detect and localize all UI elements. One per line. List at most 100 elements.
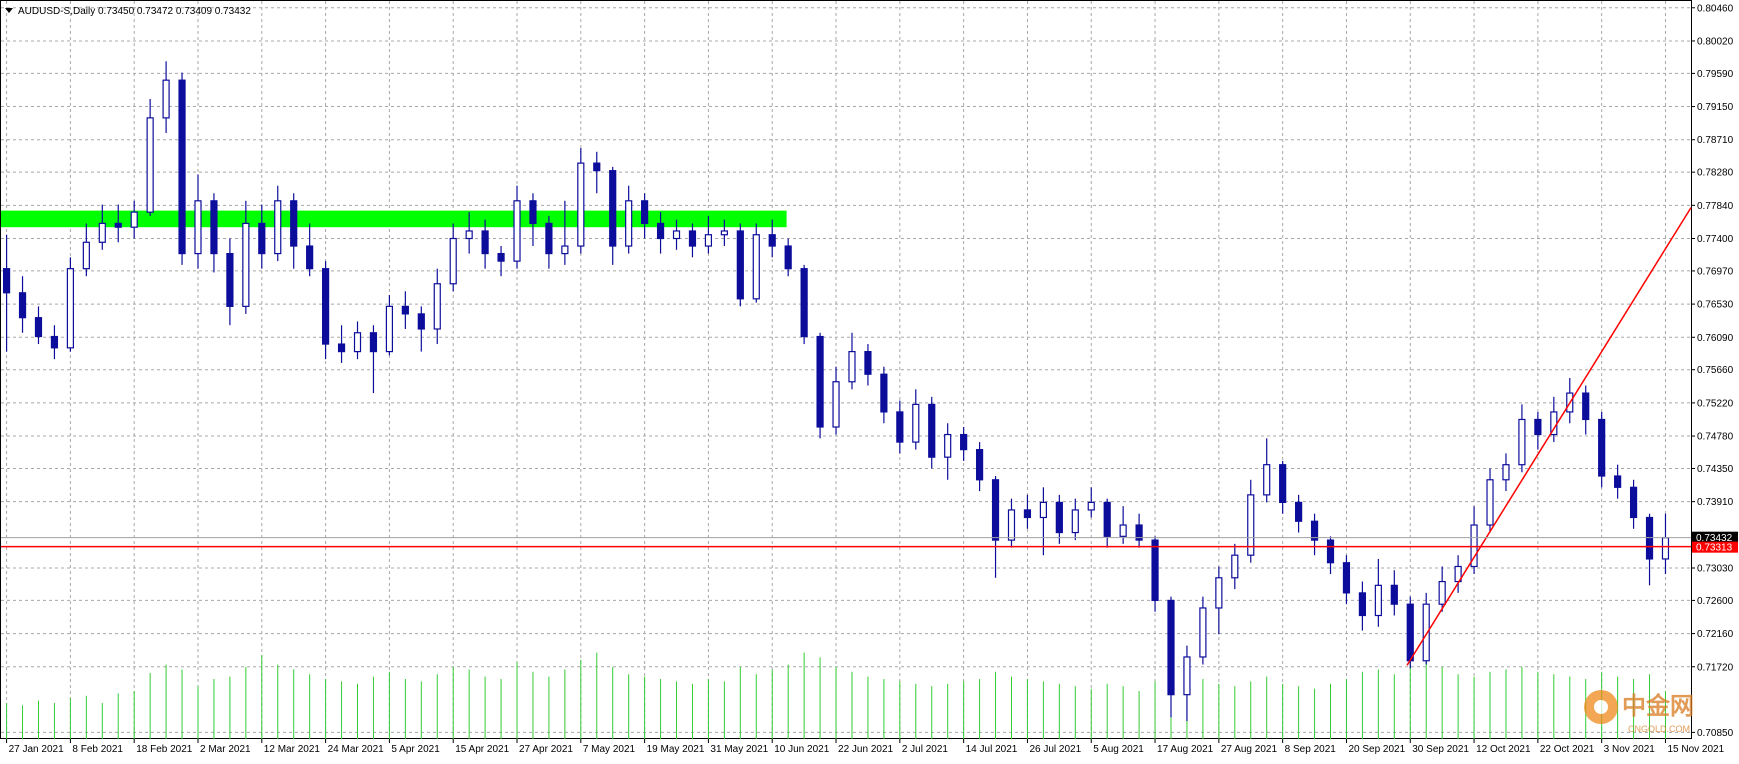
candle-body — [736, 230, 744, 300]
axis-layer: 0.80460 0.80020 0.79590 0.79150 0.78710 0.782… — [6, 3, 1738, 755]
candle-body — [353, 332, 362, 353]
candle-body — [832, 381, 840, 428]
candle-body — [1135, 524, 1143, 541]
x-tick-label: 31 May 2021 — [710, 744, 768, 755]
y-tick-label: 0.74350 — [1697, 464, 1734, 475]
candle-body — [1470, 524, 1478, 568]
candle-body — [1374, 584, 1382, 617]
candle-body — [66, 268, 74, 349]
candle-layer — [2, 61, 1670, 722]
candle-body — [944, 433, 952, 458]
x-tick-label: 12 Mar 2021 — [264, 744, 321, 755]
grid — [1, 1, 1691, 739]
candle-body — [1598, 418, 1606, 477]
candle-body — [1342, 562, 1351, 594]
symbol: AUDUSD-S,Daily — [18, 6, 95, 17]
x-tick-label: 27 Apr 2021 — [519, 744, 573, 755]
x-tick-label: 5 Apr 2021 — [391, 744, 440, 755]
y-tick-label: 0.79150 — [1697, 102, 1734, 113]
candle-body — [625, 200, 633, 247]
y-tick-label: 0.76090 — [1697, 333, 1734, 344]
candle-body — [242, 222, 250, 307]
candle-body — [1007, 509, 1016, 541]
candle-body — [210, 200, 218, 255]
y-tick-label: 0.70850 — [1697, 728, 1734, 739]
x-tick-label: 18 Feb 2021 — [136, 744, 193, 755]
y-tick-label: 0.75220 — [1697, 398, 1734, 409]
candle-body — [1023, 509, 1032, 519]
y-tick-label: 0.72600 — [1697, 596, 1734, 607]
candle-body — [912, 403, 920, 443]
candle-body — [306, 245, 314, 270]
watermark: 中金网 CNGOLD.COM — [1584, 690, 1694, 734]
candle-body — [1183, 656, 1191, 696]
candle-body — [1215, 577, 1223, 609]
y-tick-label: 0.76970 — [1697, 266, 1734, 277]
candle-body — [1502, 464, 1510, 481]
candle-body — [178, 79, 186, 255]
y-tick-label: 0.71720 — [1697, 662, 1734, 673]
candle-body — [1406, 603, 1414, 662]
candle-body — [848, 351, 856, 383]
volume-layer — [6, 652, 1666, 739]
candle-body — [1358, 592, 1367, 617]
candle-body — [1422, 603, 1430, 662]
candle-body — [369, 332, 378, 353]
y-tick-label: 0.78710 — [1697, 135, 1734, 146]
candle-body — [656, 222, 665, 240]
x-tick-label: 19 May 2021 — [647, 744, 705, 755]
y-tick-label: 0.75660 — [1697, 365, 1734, 376]
x-tick-label: 7 May 2021 — [583, 744, 636, 755]
candle-body — [688, 230, 697, 247]
candle-body — [800, 268, 808, 338]
y-tick-label: 0.78280 — [1697, 168, 1734, 179]
x-tick-label: 3 Nov 2021 — [1604, 744, 1656, 755]
x-tick-label: 17 Aug 2021 — [1157, 744, 1214, 755]
candle-body — [1119, 524, 1127, 537]
candle-body — [577, 162, 585, 247]
x-tick-label: 12 Oct 2021 — [1476, 744, 1531, 755]
x-tick-label: 26 Jul 2021 — [1029, 744, 1081, 755]
candle-body — [1614, 475, 1622, 488]
candle-body — [385, 305, 394, 353]
candle-body — [641, 200, 649, 225]
candle-body — [162, 79, 170, 119]
candle-body — [1167, 599, 1175, 696]
candle-body — [672, 230, 681, 240]
candle-body — [274, 200, 282, 255]
candle-body — [960, 433, 968, 451]
candle-body — [18, 292, 27, 319]
candle-body — [1231, 554, 1239, 579]
y-tick-label: 0.74780 — [1697, 432, 1734, 443]
candle-body — [1295, 501, 1303, 522]
x-tick-label: 10 Jun 2021 — [774, 744, 829, 755]
x-tick-label: 24 Mar 2021 — [328, 744, 385, 755]
candle-body — [529, 200, 537, 225]
candle-body — [1390, 584, 1398, 605]
x-tick-label: 5 Aug 2021 — [1093, 744, 1144, 755]
candle-body — [1534, 418, 1542, 436]
y-tick-label: 0.73030 — [1697, 563, 1734, 574]
candle-body — [1279, 464, 1287, 503]
candle-body — [545, 222, 553, 255]
candle-body — [1310, 520, 1319, 541]
candle-body — [1582, 392, 1590, 421]
level-label: 0.73313 — [1696, 543, 1733, 554]
candle-body — [130, 211, 138, 228]
candle-body — [465, 230, 473, 240]
candle-body — [880, 373, 888, 413]
bid-label-box — [1692, 531, 1738, 543]
candle-body — [322, 268, 330, 345]
candle-body — [816, 335, 824, 428]
candle-body — [258, 222, 266, 255]
candle-body — [290, 200, 298, 247]
candle-body — [1039, 501, 1047, 519]
quote: 0.73450 0.73472 0.73409 0.73432 — [98, 6, 251, 17]
x-tick-label: 30 Sep 2021 — [1412, 744, 1469, 755]
menu-arrow[interactable] — [5, 8, 13, 13]
candle-body — [1247, 494, 1255, 556]
candle-body — [401, 305, 409, 315]
candle-body — [82, 241, 90, 270]
candle-body — [593, 162, 601, 172]
